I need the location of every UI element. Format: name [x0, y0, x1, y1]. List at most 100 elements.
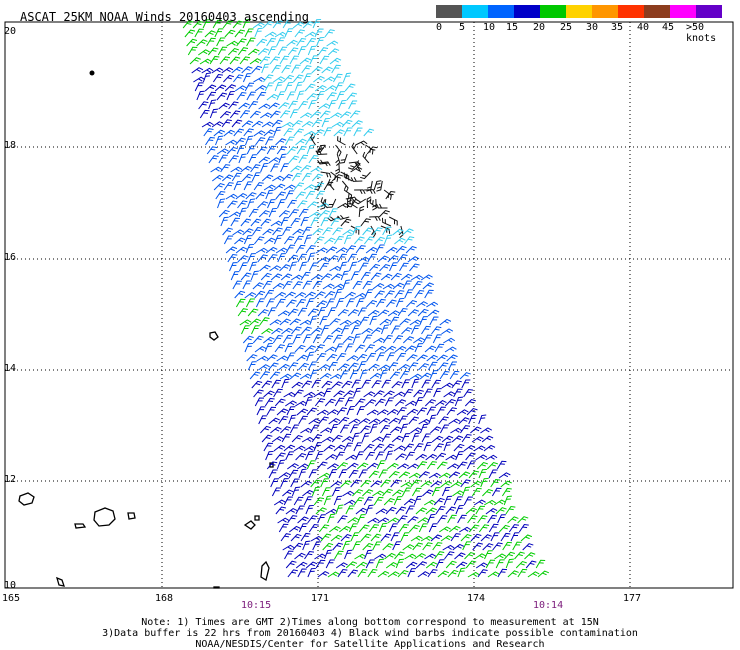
wind-barb	[343, 390, 355, 398]
wind-barb	[379, 369, 388, 380]
wind-barb	[481, 435, 494, 443]
wind-barb	[375, 298, 386, 308]
wind-barb	[226, 90, 235, 101]
wind-barb	[463, 444, 476, 452]
wind-barb	[388, 470, 400, 479]
wind-barb	[337, 253, 347, 263]
wind-barb	[271, 327, 283, 335]
wind-barb	[272, 335, 283, 344]
wind-barb	[243, 181, 253, 191]
wind-barb	[276, 355, 289, 362]
wind-barb	[333, 495, 343, 506]
wind-barb	[268, 102, 280, 110]
wind-barb	[425, 453, 437, 461]
wind-barb	[230, 271, 240, 281]
wind-barb	[461, 379, 471, 389]
wind-barb	[420, 274, 433, 281]
wind-barb	[281, 173, 293, 182]
wind-barb	[306, 460, 316, 470]
wind-barb	[468, 524, 480, 533]
wind-barb	[407, 309, 419, 317]
wind-barb	[375, 451, 385, 461]
wind-barb	[357, 307, 367, 317]
wind-barb	[490, 479, 501, 488]
wind-barb	[360, 271, 371, 281]
wind-barb	[386, 408, 399, 416]
island	[127, 512, 136, 520]
wind-barb	[437, 570, 450, 578]
wind-barb	[430, 480, 442, 488]
wind-barb	[289, 109, 299, 119]
wind-barb	[339, 111, 352, 119]
wind-barb	[230, 217, 240, 227]
wind-barb	[416, 301, 428, 308]
wind-barb	[329, 318, 341, 326]
wind-barb	[275, 298, 286, 308]
wind-barb	[301, 172, 312, 182]
wind-barb	[272, 282, 285, 290]
wind-barb	[236, 38, 247, 47]
wind-barb	[407, 463, 419, 470]
wind-barb	[267, 46, 277, 56]
wind-barb	[182, 20, 194, 29]
wind-barb	[444, 398, 456, 407]
legend-label-35: 35	[611, 22, 624, 33]
wind-barb	[472, 542, 483, 551]
wind-barb	[327, 571, 340, 578]
wind-barb	[400, 481, 413, 488]
wind-barb	[371, 436, 384, 443]
wind-barb	[294, 552, 306, 560]
wind-barb	[329, 423, 339, 434]
wind-barb	[347, 517, 360, 524]
wind-barb	[247, 308, 259, 317]
wind-barb	[409, 319, 422, 326]
wind-barb	[314, 344, 325, 353]
wind-barb	[444, 346, 457, 353]
wind-barb	[263, 184, 276, 191]
wind-barb	[382, 543, 394, 551]
wind-barb	[249, 261, 258, 272]
wind-barb	[350, 177, 363, 182]
wind-barb	[206, 91, 217, 101]
wind-barb	[411, 487, 422, 497]
lat-label-12: 12	[4, 474, 17, 485]
wind-barb	[416, 407, 428, 416]
wind-barb	[413, 337, 425, 344]
wind-barb	[411, 325, 420, 335]
wind-barb	[295, 138, 307, 146]
wind-barb	[353, 127, 363, 137]
wind-barb	[281, 327, 293, 335]
wind-barb	[256, 146, 268, 155]
wind-barb	[483, 499, 497, 506]
wind-barb	[288, 525, 301, 533]
wind-barb	[302, 226, 312, 236]
wind-barb	[414, 397, 424, 407]
wind-barb	[352, 226, 361, 236]
wind-barb	[405, 245, 417, 254]
wind-barb	[434, 343, 445, 353]
wind-barb	[443, 337, 456, 344]
wind-barb	[289, 318, 301, 326]
wind-barb	[357, 569, 368, 578]
wind-barb	[219, 110, 231, 119]
wind-barb	[214, 28, 224, 38]
wind-barb	[300, 271, 311, 281]
wind-barb	[434, 551, 445, 560]
wind-barb	[315, 190, 325, 200]
wind-barb	[295, 244, 306, 254]
wind-barb	[322, 227, 333, 236]
wind-barb	[360, 533, 372, 542]
wind-barb	[448, 525, 461, 533]
wind-barb	[223, 129, 236, 137]
wind-barb	[356, 406, 366, 416]
wind-barb	[192, 20, 204, 29]
wind-barb	[371, 380, 382, 389]
wind-barb	[262, 228, 274, 236]
wind-barb	[254, 84, 267, 92]
wind-barb	[435, 506, 446, 515]
wind-barb	[351, 325, 360, 335]
wind-barb	[215, 191, 226, 200]
wind-barb	[456, 409, 469, 416]
wind-barb	[206, 146, 218, 155]
wind-barb	[414, 290, 425, 299]
